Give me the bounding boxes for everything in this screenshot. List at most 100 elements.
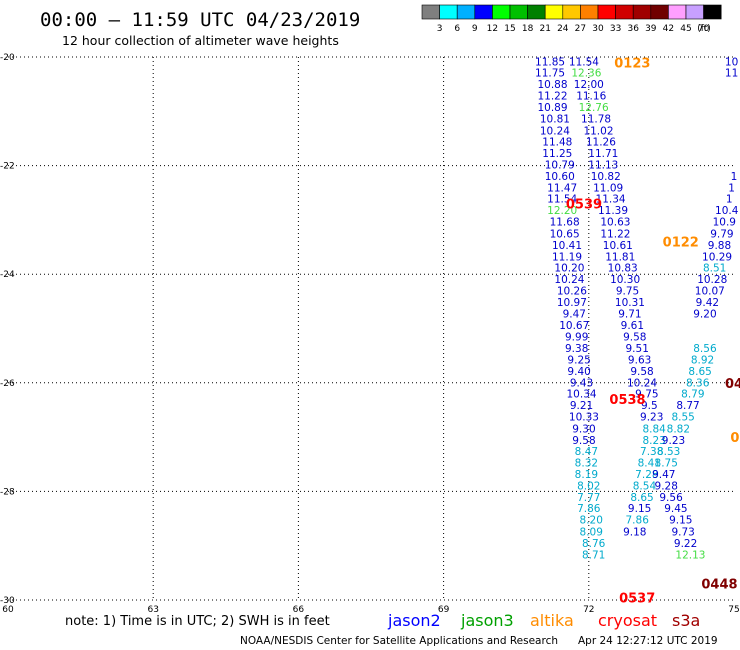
- pass-time-label: 0539: [566, 198, 602, 213]
- swh-value: 11.47: [547, 182, 577, 194]
- swh-value: 11.25: [542, 148, 572, 160]
- swh-value: 7.38: [640, 446, 663, 458]
- swh-value: 10: [725, 56, 738, 68]
- swh-value: 10.89: [537, 102, 567, 114]
- x-tick-label: 60: [2, 605, 14, 615]
- swh-value: 11.78: [581, 113, 611, 125]
- legend-tick-label: 15: [504, 24, 515, 34]
- pass-time-label: 0537: [619, 591, 655, 606]
- chart-subtitle: 12 hour collection of altimeter wave hei…: [62, 33, 339, 48]
- legend-swatch: [544, 4, 564, 20]
- swh-value: 10.79: [545, 160, 575, 172]
- legend-swatch: [650, 4, 669, 20]
- legend-tick-label: 36: [627, 24, 639, 34]
- pass-time-label: 0123: [614, 56, 650, 71]
- swh-value: 9.25: [567, 354, 590, 366]
- swh-value: 12.36: [571, 68, 601, 80]
- swh-value: 7.86: [577, 503, 601, 515]
- swh-value: 11.81: [605, 251, 635, 263]
- legend-tick-label: 18: [522, 24, 534, 34]
- legend-swatch: [580, 4, 599, 20]
- swh-value: 8.32: [575, 458, 598, 470]
- legend-swatch: [421, 4, 440, 20]
- swh-value: 9.47: [652, 469, 675, 481]
- y-tick-label: -24: [0, 270, 15, 280]
- swh-value: 8.65: [688, 366, 711, 378]
- swh-value: 8.92: [691, 354, 714, 366]
- swh-value: 9.30: [572, 423, 595, 435]
- swh-value: 10.30: [610, 274, 640, 286]
- legend-swatch: [456, 4, 476, 20]
- legend-tick-label: 6: [454, 24, 460, 34]
- x-tick-label: 69: [438, 605, 450, 615]
- swh-value: 11.09: [593, 182, 623, 194]
- swh-value: 10.88: [537, 79, 567, 91]
- swh-value: 9.18: [623, 527, 646, 539]
- swh-value: 8.65: [630, 492, 653, 504]
- legend-tick-label: 9: [472, 24, 478, 34]
- pass-time-label: 0448: [701, 578, 737, 593]
- swh-value: 9.47: [563, 308, 586, 320]
- swh-value: 7.77: [577, 492, 600, 504]
- satellite-label: cryosat: [598, 611, 657, 630]
- swh-value: 9.15: [669, 515, 692, 527]
- satellite-label: s3a: [672, 611, 700, 630]
- swh-value: 10.63: [600, 217, 630, 229]
- legend-tick-label: 12: [487, 24, 498, 34]
- swh-value: 12.76: [579, 102, 609, 114]
- swh-value: 9.75: [616, 285, 639, 297]
- legend-unit: (ft): [697, 24, 711, 34]
- swh-value: 10.31: [615, 297, 645, 309]
- swh-value: 9.15: [628, 503, 651, 515]
- swh-value: 9.58: [623, 332, 646, 344]
- credit-line: NOAA/NESDIS Center for Satellite Applica…: [240, 635, 558, 647]
- swh-value: 7.86: [626, 515, 650, 527]
- swh-value: 10.82: [591, 171, 621, 183]
- swh-value: 9.75: [635, 389, 658, 401]
- swh-value: 8.56: [693, 343, 717, 355]
- swh-value: 10.24: [540, 125, 570, 137]
- swh-value: 8.76: [582, 538, 606, 550]
- swh-value: 8.84: [642, 423, 666, 435]
- swh-value: 1: [731, 171, 738, 183]
- swh-value: 9.58: [572, 435, 595, 447]
- swh-value: 11.71: [588, 148, 618, 160]
- pass-time-labels: 0123 0539 0122 0538 0121 0448 0537 04: [566, 56, 740, 606]
- legend-tick-label: 33: [610, 24, 621, 34]
- legend-tick-label: 21: [539, 24, 550, 34]
- y-tick-label: -28: [0, 487, 15, 497]
- swh-value: 10.81: [540, 113, 570, 125]
- legend-swatch: [474, 4, 493, 20]
- legend-swatch: [527, 4, 546, 20]
- wave-height-values: 11.8511.7510.8811.2210.8910.8110.2411.48…: [535, 56, 739, 561]
- satellite-label: altika: [530, 611, 574, 630]
- swh-value: 12.13: [675, 549, 705, 561]
- swh-value: 10.60: [545, 171, 575, 183]
- y-tick-label: -22: [0, 162, 15, 172]
- swh-value: 11.19: [552, 251, 582, 263]
- swh-value: 8.71: [582, 549, 605, 561]
- swh-value: 9.23: [662, 435, 685, 447]
- swh-value: 9.73: [671, 527, 694, 539]
- swh-value: 9.45: [664, 503, 687, 515]
- swh-value: 1: [726, 194, 733, 206]
- legend-swatch: [632, 4, 652, 20]
- x-tick-label: 63: [147, 605, 158, 615]
- satellite-label: jason2: [387, 611, 441, 630]
- legend-swatch: [668, 4, 687, 20]
- swh-value: 9.23: [640, 411, 663, 423]
- swh-value: 9.88: [708, 240, 731, 252]
- swh-value: 8.23: [642, 435, 665, 447]
- pass-time-label: 0122: [663, 236, 699, 251]
- swh-value: 9.21: [570, 400, 593, 412]
- swh-value: 11.48: [542, 137, 572, 149]
- swh-value: 10.20: [554, 263, 584, 275]
- swh-value: 9.43: [570, 377, 593, 389]
- swh-value: 9.58: [630, 366, 653, 378]
- legend-tick-label: 24: [557, 24, 569, 34]
- swh-value: 8.20: [580, 515, 603, 527]
- swh-value: 10.33: [569, 411, 599, 423]
- swh-value: 10.26: [557, 285, 587, 297]
